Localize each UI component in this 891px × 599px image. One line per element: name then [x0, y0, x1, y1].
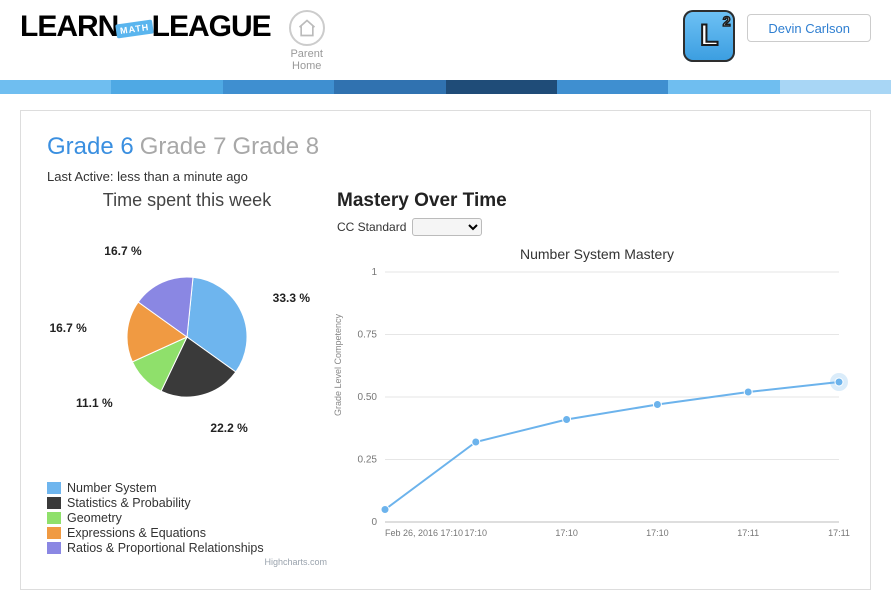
svg-text:17:11: 17:11	[828, 528, 850, 538]
pie-chart: 33.3 % 22.2 % 11.1 % 16.7 % 16.7 %	[47, 217, 327, 457]
home-icon	[289, 10, 325, 46]
legend-item[interactable]: Number System	[47, 481, 327, 495]
legend-swatch	[47, 542, 61, 554]
tab-grade-8[interactable]: Grade 8	[232, 133, 319, 160]
logo-text-right: LEAGUE	[152, 10, 271, 44]
line-chart-title: Number System Mastery	[337, 246, 857, 262]
time-spent-section: Time spent this week 33.3 % 22.2 % 11.1 % 1…	[47, 190, 327, 567]
svg-text:0.50: 0.50	[358, 392, 378, 403]
parent-home-label: Parent Home	[289, 48, 325, 72]
tab-grade-7[interactable]: Grade 7	[140, 133, 227, 160]
svg-text:1: 1	[371, 267, 377, 278]
strip-segment	[780, 80, 891, 94]
line-chart: Grade Level Competency 00.250.500.751Feb…	[337, 266, 857, 566]
brand-logo: LEARN MATH LEAGUE	[20, 10, 271, 44]
svg-text:17:11: 17:11	[737, 528, 759, 538]
legend-swatch	[47, 482, 61, 494]
color-strip	[0, 80, 891, 94]
svg-text:0.25: 0.25	[358, 455, 378, 466]
app-header: LEARN MATH LEAGUE Parent Home L2 Devin C…	[0, 0, 891, 80]
user-menu-button[interactable]: Devin Carlson	[747, 14, 871, 42]
legend-item[interactable]: Expressions & Equations	[47, 526, 327, 540]
pie-title: Time spent this week	[47, 190, 327, 211]
line-chart-ylabel: Grade Level Competency	[333, 314, 343, 416]
mastery-section: Mastery Over Time CC Standard Number Sys…	[327, 190, 857, 567]
pie-slice-label: 22.2 %	[210, 421, 247, 435]
svg-text:0: 0	[371, 517, 377, 528]
svg-text:0.75: 0.75	[358, 330, 378, 341]
legend-item[interactable]: Ratios & Proportional Relationships	[47, 541, 327, 555]
strip-segment	[668, 80, 779, 94]
mastery-heading: Mastery Over Time	[337, 190, 857, 212]
legend-item[interactable]: Statistics & Probability	[47, 496, 327, 510]
legend-label: Geometry	[67, 511, 122, 525]
pie-slice-label: 16.7 %	[104, 244, 141, 258]
tab-grade-6[interactable]: Grade 6	[47, 133, 134, 160]
strip-segment	[0, 80, 111, 94]
strip-segment	[334, 80, 445, 94]
parent-home-link[interactable]: Parent Home	[289, 10, 325, 72]
legend-label: Number System	[67, 481, 157, 495]
strip-segment	[557, 80, 668, 94]
legend-label: Ratios & Proportional Relationships	[67, 541, 264, 555]
user-name: Devin Carlson	[768, 21, 850, 36]
cc-standard-label: CC Standard	[337, 220, 406, 234]
svg-text:Feb 26, 2016 17:10: Feb 26, 2016 17:10	[385, 528, 463, 538]
chart-attribution: Highcharts.com	[47, 557, 327, 567]
legend-swatch	[47, 512, 61, 524]
legend-item[interactable]: Geometry	[47, 511, 327, 525]
pie-slice-label: 16.7 %	[49, 321, 86, 335]
strip-segment	[223, 80, 334, 94]
strip-segment	[446, 80, 557, 94]
grade-tabs: Grade 6Grade 7Grade 8	[47, 133, 844, 161]
l2-badge-icon: L2	[683, 10, 735, 62]
legend-label: Statistics & Probability	[67, 496, 191, 510]
pie-slice-label: 11.1 %	[76, 396, 113, 410]
svg-text:17:10: 17:10	[555, 528, 578, 538]
logo-badge: MATH	[116, 19, 155, 38]
legend-swatch	[47, 497, 61, 509]
legend-swatch	[47, 527, 61, 539]
logo-text-left: LEARN	[20, 10, 118, 44]
cc-standard-select[interactable]	[412, 218, 482, 236]
last-active-text: Last Active: less than a minute ago	[47, 169, 844, 184]
dashboard-panel: Grade 6Grade 7Grade 8 Last Active: less …	[20, 110, 871, 590]
mastery-line-svg: 00.250.500.751Feb 26, 2016 17:1017:1017:…	[337, 266, 857, 556]
svg-text:17:10: 17:10	[646, 528, 669, 538]
strip-segment	[111, 80, 222, 94]
pie-legend: Number SystemStatistics & ProbabilityGeo…	[47, 481, 327, 555]
svg-text:17:10: 17:10	[465, 528, 488, 538]
pie-slice-label: 33.3 %	[273, 291, 310, 305]
legend-label: Expressions & Equations	[67, 526, 206, 540]
